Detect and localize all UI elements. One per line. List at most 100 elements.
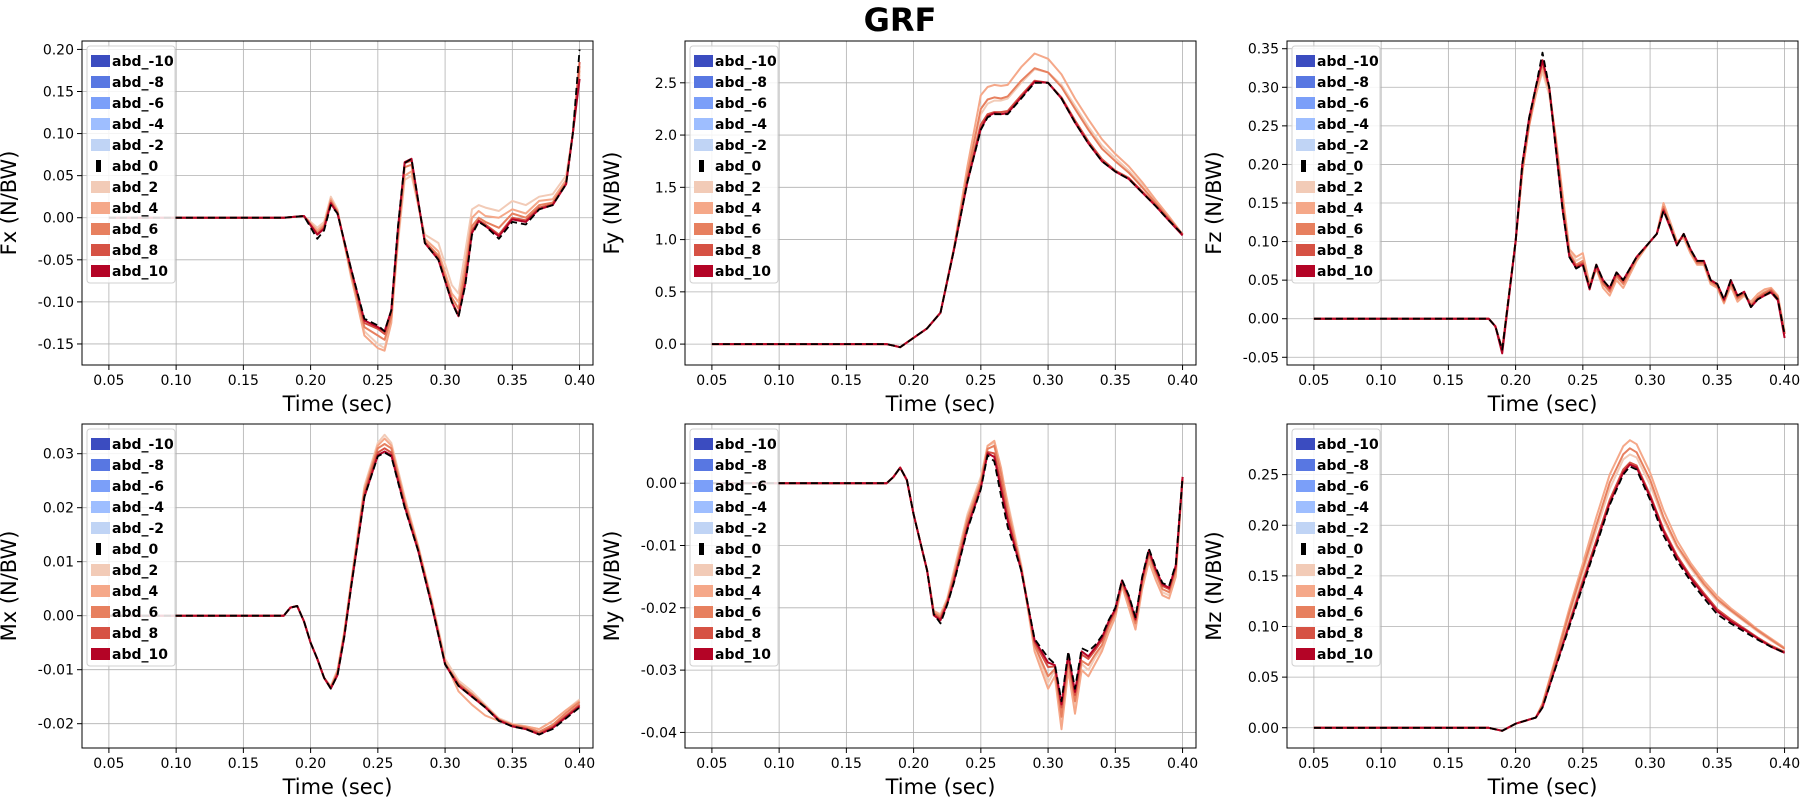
y-tick-label: 0.01 [43,555,74,571]
x-tick-label: 0.05 [1298,373,1329,389]
legend-label: abd_4 [1317,201,1363,217]
legend-label: abd_6 [715,605,761,621]
legend-label: abd_2 [112,180,158,196]
x-tick-label: 0.10 [1366,373,1397,389]
legend-label: abd_-6 [715,96,767,112]
subplot-fz: 0.05 0.10 0.15 0.20 0.25 0.30 0.35 0.40 -0.05 0.0… [1202,40,1800,416]
y-tick-label: -0.01 [641,539,677,555]
y-tick-label: -0.05 [1243,350,1279,366]
legend-label: abd_4 [715,584,761,600]
x-tick-label: 0.40 [1769,373,1800,389]
x-axis-label: Time (sec) [1487,775,1598,799]
y-tick-label: 0.10 [1248,620,1279,636]
legend-swatch [91,55,110,67]
legend-label: abd_-4 [1317,500,1369,516]
legend-swatch [1296,139,1315,151]
series-line-abd_0 [1313,51,1786,351]
legend-label: abd_10 [715,647,771,663]
legend-swatch [694,181,713,193]
legend-label: abd_-4 [112,117,164,133]
legend-label: abd_-8 [715,75,767,91]
y-tick-label: 0.05 [1248,670,1279,686]
legend-label: abd_2 [1317,563,1363,579]
legend-label: abd_8 [112,243,158,259]
legend-swatch [91,97,110,109]
legend-swatch [694,606,713,618]
legend-swatch [1296,585,1315,597]
legend-swatch [694,223,713,235]
y-axis-label: Fx (N/BW) [0,151,21,256]
x-tick-label: 0.20 [1500,373,1531,389]
legend-label: abd_8 [1317,626,1363,642]
x-tick-label: 0.40 [1769,756,1800,772]
series-line-abd_0 [711,454,1184,703]
x-axis-label: Time (sec) [1487,392,1598,416]
legend-label: abd_6 [1317,605,1363,621]
legend-swatch [91,76,110,88]
legend-label: abd_-2 [112,138,164,154]
legend-label: abd_-2 [1317,138,1369,154]
legend-label: abd_-10 [112,437,174,453]
y-tick-label: 0.00 [43,609,74,625]
legend-label: abd_-6 [715,479,767,495]
legend-swatch [1296,265,1315,277]
x-tick-label: 0.10 [161,373,192,389]
legend-swatch [694,522,713,534]
legend-label: abd_8 [112,626,158,642]
legend-swatch [1296,244,1315,256]
legend-label: abd_10 [1317,264,1373,280]
series-line-abd_0 [711,81,1184,349]
x-tick-label: 0.25 [362,756,393,772]
x-tick-label: 0.15 [228,756,259,772]
y-tick-label: 0.20 [1248,157,1279,173]
legend-swatch [694,438,713,450]
legend-label: abd_-8 [1317,458,1369,474]
y-tick-label: 0.05 [43,169,74,185]
series-line-abd_0 [108,49,581,333]
y-axis-label: Mx (N/BW) [0,531,21,642]
y-tick-label: -0.02 [641,601,677,617]
legend-label: abd_10 [1317,647,1373,663]
legend-label: abd_0 [1317,159,1363,175]
x-tick-label: 0.30 [1032,373,1063,389]
legend-label: abd_6 [1317,222,1363,238]
legend-label: abd_0 [715,542,761,558]
legend-swatch [91,265,110,277]
legend-swatch [1296,564,1315,576]
legend-label: abd_-4 [112,500,164,516]
legend-swatch [694,564,713,576]
y-tick-label: 0.05 [1248,273,1279,289]
x-tick-label: 0.20 [295,756,326,772]
x-tick-label: 0.40 [564,373,595,389]
legend-label: abd_-10 [112,54,174,70]
legend-swatch [1296,202,1315,214]
legend-swatch [91,202,110,214]
y-tick-label: 0.5 [655,285,677,301]
y-tick-label: 1.0 [655,233,677,249]
x-tick-label: 0.35 [497,373,528,389]
legend-label: abd_-2 [112,521,164,537]
series-line-abd_10 [1313,463,1786,732]
legend-label: abd_-8 [1317,75,1369,91]
legend-swatch [91,564,110,576]
legend-swatch [1296,438,1315,450]
x-tick-label: 0.15 [228,373,259,389]
y-axis-label: Mz (N/BW) [1202,531,1226,640]
legend-swatch [694,459,713,471]
legend-swatch [91,244,110,256]
legend-swatch [91,223,110,235]
legend-label: abd_-6 [112,96,164,112]
x-tick-label: 0.05 [1298,756,1329,772]
legend-swatch [694,55,713,67]
x-tick-label: 0.25 [1567,756,1598,772]
x-tick-label: 0.05 [696,756,727,772]
legend-swatch [694,139,713,151]
x-tick-label: 0.10 [764,373,795,389]
subplot-mz: 0.05 0.10 0.15 0.20 0.25 0.30 0.35 0.40 0.00 0.05… [1202,423,1800,799]
y-tick-label: 0.00 [646,476,677,492]
legend-swatch [96,160,101,172]
legend-label: abd_-6 [1317,479,1369,495]
y-tick-label: 0.15 [1248,569,1279,585]
x-tick-label: 0.15 [1433,756,1464,772]
legend-swatch [694,244,713,256]
